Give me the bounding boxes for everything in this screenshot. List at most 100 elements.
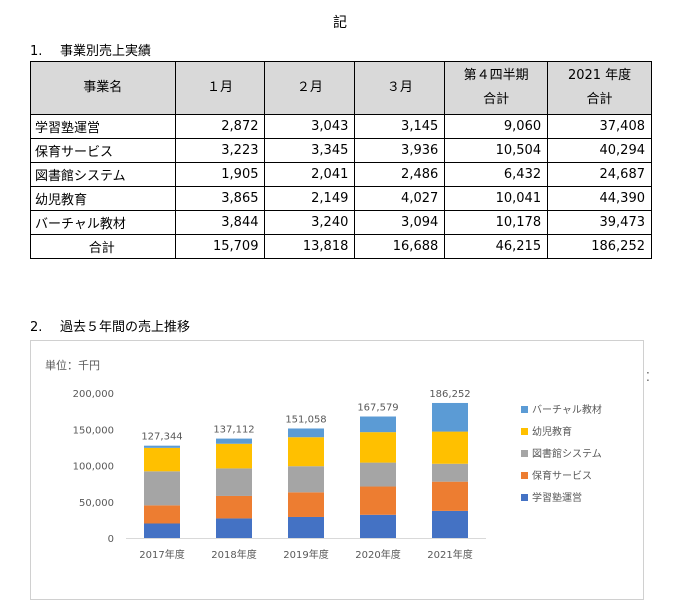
row-month-2: 3,240 <box>264 210 356 235</box>
bar-segment <box>360 514 396 538</box>
row-fy: 37,408 <box>547 114 652 139</box>
y-tick-label: 50,000 <box>79 498 114 509</box>
bar-segment <box>144 505 180 524</box>
row-name: 学習塾運営 <box>30 114 176 139</box>
row-month-3: 3,094 <box>354 210 446 235</box>
bar-segment <box>288 437 324 467</box>
y-tick-label: 150,000 <box>73 425 114 436</box>
header-name: 事業名 <box>30 61 176 115</box>
row-month-1: 3,223 <box>174 138 266 163</box>
bar-total-label: 151,058 <box>285 414 326 425</box>
row-month-1: 3,844 <box>174 210 266 235</box>
table-row: 図書館システム 1,905 2,041 2,486 6,432 24,687 <box>30 162 652 187</box>
header-fy-line2: 合計 <box>586 92 613 107</box>
chart-unit-label: 単位：千円 <box>45 358 100 372</box>
table-row: バーチャル教材 3,844 3,240 3,094 10,178 39,473 <box>30 210 652 235</box>
bar-segment <box>288 428 324 438</box>
legend-swatch <box>521 494 528 501</box>
section-2-number: 2. <box>30 320 43 335</box>
table-row: 学習塾運営 2,872 3,043 3,145 9,060 37,408 <box>30 114 652 139</box>
legend-label: 幼児教育 <box>532 425 572 438</box>
bar-segment <box>288 492 324 517</box>
legend-label: 保育サービス <box>532 469 592 482</box>
stacked-bar-chart: 単位：千円 0 50,000 100,000 150,000 200,000 127,344… <box>45 358 602 561</box>
header-month-3: ３月 <box>354 61 446 115</box>
row-month-3: 3,936 <box>354 138 446 163</box>
header-q4-line2: 合計 <box>483 92 510 107</box>
bar-segment <box>144 471 180 506</box>
row-month-1: 2,872 <box>174 114 266 139</box>
section-1-number: 1. <box>30 44 43 59</box>
bar-segment <box>432 431 468 464</box>
row-fy: 39,473 <box>547 210 652 235</box>
header-q4: 第４四半期 合計 <box>444 61 549 115</box>
section-1-title: 事業別売上実績 <box>60 44 152 59</box>
row-fy: 24,687 <box>547 162 652 187</box>
bar-segment <box>360 462 396 487</box>
total-fy: 186,252 <box>547 234 652 259</box>
side-mark: ⁚ <box>646 370 650 384</box>
row-month-2: 2,149 <box>264 186 356 211</box>
total-q4: 46,215 <box>444 234 549 259</box>
row-month-3: 2,486 <box>354 162 446 187</box>
bar-segment <box>216 443 252 469</box>
legend-label: 学習塾運営 <box>532 491 582 504</box>
bar-total-label: 167,579 <box>357 403 398 414</box>
row-q4: 9,060 <box>444 114 549 139</box>
bar-total-label: 137,112 <box>213 425 254 436</box>
bar-segment <box>144 445 180 448</box>
row-q4: 10,041 <box>444 186 549 211</box>
row-q4: 10,504 <box>444 138 549 163</box>
legend-swatch <box>521 472 528 479</box>
total-month-1: 15,709 <box>174 234 266 259</box>
total-month-2: 13,818 <box>264 234 356 259</box>
x-tick-label: 2017年度 <box>139 548 184 561</box>
header-month-1: １月 <box>174 61 266 115</box>
row-q4: 10,178 <box>444 210 549 235</box>
bar-segment <box>360 486 396 515</box>
bar-segment <box>216 438 252 444</box>
bar-segment <box>216 518 252 538</box>
x-tick-label: 2019年度 <box>283 548 328 561</box>
bar-segment <box>360 432 396 463</box>
header-fy-line1: 2021 年度 <box>567 68 632 83</box>
bar-segment <box>216 495 252 519</box>
total-name: 合計 <box>30 234 176 259</box>
row-month-3: 4,027 <box>354 186 446 211</box>
row-name: 図書館システム <box>30 162 176 187</box>
row-fy: 44,390 <box>547 186 652 211</box>
x-tick-label: 2020年度 <box>355 548 400 561</box>
bar-segment <box>432 463 468 482</box>
bar-total-label: 186,252 <box>429 389 470 400</box>
table-row: 幼児教育 3,865 2,149 4,027 10,041 44,390 <box>30 186 652 211</box>
row-month-3: 3,145 <box>354 114 446 139</box>
bar-segment <box>144 523 180 538</box>
table-header-row: 事業名 １月 ２月 ３月 第４四半期 合計 2021 年度 合計 <box>30 61 652 115</box>
document-title: 記 <box>333 15 347 31</box>
row-month-1: 1,905 <box>174 162 266 187</box>
y-tick-label: 0 <box>108 534 114 545</box>
row-fy: 40,294 <box>547 138 652 163</box>
bar-segment <box>288 516 324 538</box>
bar-segment <box>432 481 468 511</box>
section-2-heading: 2. 過去５年間の売上推移 <box>30 316 190 335</box>
sales-table: 事業名 １月 ２月 ３月 第４四半期 合計 2021 年度 合計 学習塾運営 2… <box>30 61 652 259</box>
section-1-heading: 1. 事業別売上実績 <box>30 40 151 59</box>
bar-segment <box>432 510 468 538</box>
x-tick-label: 2018年度 <box>211 548 256 561</box>
legend-swatch <box>521 428 528 435</box>
header-q4-line1: 第４四半期 <box>463 68 529 83</box>
table-row: 保育サービス 3,223 3,345 3,936 10,504 40,294 <box>30 138 652 163</box>
row-q4: 6,432 <box>444 162 549 187</box>
row-month-2: 3,043 <box>264 114 356 139</box>
x-tick-label: 2021年度 <box>427 548 472 561</box>
y-tick-label: 200,000 <box>73 389 114 400</box>
y-tick-label: 100,000 <box>73 462 114 473</box>
bar-segment <box>288 466 324 493</box>
row-name: バーチャル教材 <box>30 210 176 235</box>
bar-segment <box>360 416 396 433</box>
row-month-1: 3,865 <box>174 186 266 211</box>
bar-segment <box>144 447 180 472</box>
legend-swatch <box>521 406 528 413</box>
section-2-title: 過去５年間の売上推移 <box>60 320 191 335</box>
